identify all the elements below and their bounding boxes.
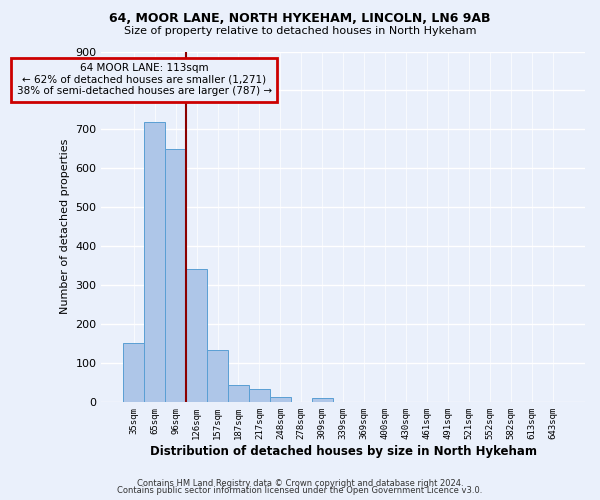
Bar xyxy=(207,350,228,402)
Text: 64, MOOR LANE, NORTH HYKEHAM, LINCOLN, LN6 9AB: 64, MOOR LANE, NORTH HYKEHAM, LINCOLN, L… xyxy=(109,12,491,26)
Text: Size of property relative to detached houses in North Hykeham: Size of property relative to detached ho… xyxy=(124,26,476,36)
Text: Contains HM Land Registry data © Crown copyright and database right 2024.: Contains HM Land Registry data © Crown c… xyxy=(137,478,463,488)
Bar xyxy=(144,122,165,402)
Bar xyxy=(186,270,207,402)
Bar xyxy=(249,390,270,402)
Y-axis label: Number of detached properties: Number of detached properties xyxy=(60,139,70,314)
Bar xyxy=(228,386,249,402)
X-axis label: Distribution of detached houses by size in North Hykeham: Distribution of detached houses by size … xyxy=(149,444,536,458)
Bar xyxy=(123,344,144,402)
Text: 64 MOOR LANE: 113sqm
← 62% of detached houses are smaller (1,271)
38% of semi-de: 64 MOOR LANE: 113sqm ← 62% of detached h… xyxy=(17,63,272,96)
Bar xyxy=(165,149,186,402)
Bar xyxy=(270,397,291,402)
Bar xyxy=(312,398,332,402)
Text: Contains public sector information licensed under the Open Government Licence v3: Contains public sector information licen… xyxy=(118,486,482,495)
